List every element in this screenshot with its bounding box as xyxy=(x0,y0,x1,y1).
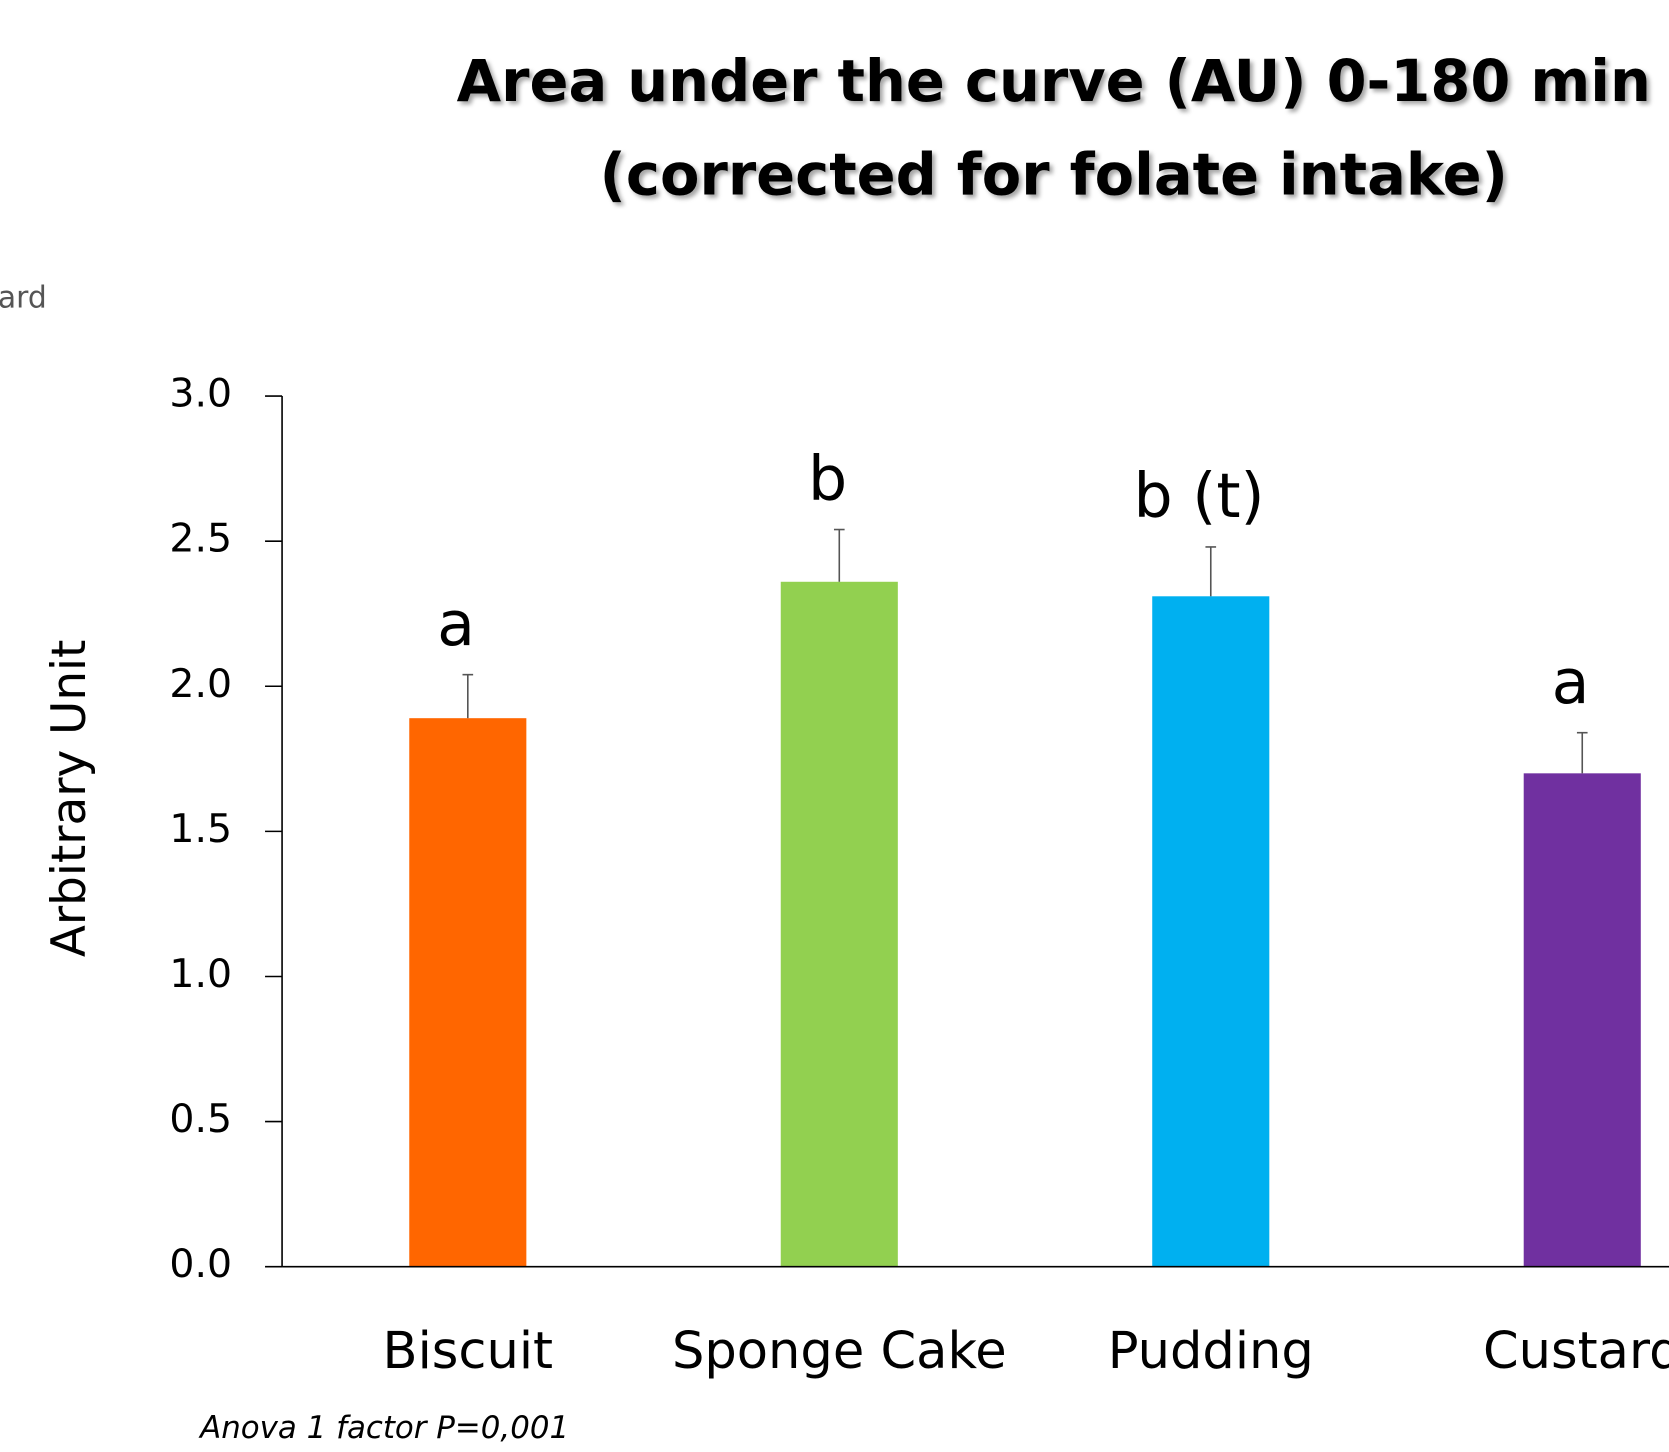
x-tick-label: Sponge Cake xyxy=(672,1322,1007,1381)
x-tick-label: Custard xyxy=(1483,1322,1669,1381)
y-axis-label: Arbitrary Unit xyxy=(43,640,97,958)
annotation: a xyxy=(437,588,475,660)
annotation: b xyxy=(808,443,847,515)
bar xyxy=(1152,596,1270,1267)
y-tick-label: 1.0 xyxy=(169,951,232,997)
annotation: a xyxy=(1552,646,1590,718)
x-tick-label: Pudding xyxy=(1108,1322,1314,1381)
y-tick-label: 2.0 xyxy=(169,661,232,707)
y-tick-label: 0.0 xyxy=(169,1241,232,1287)
annotation: b (t) xyxy=(1133,460,1264,532)
footnote: Anova 1 factor P=0,001 xyxy=(198,1410,569,1446)
chart-title: (corrected for folate intake) xyxy=(600,142,1508,209)
side-text: ard xyxy=(0,281,47,316)
bar xyxy=(780,581,898,1267)
x-tick-label: Biscuit xyxy=(383,1322,554,1381)
y-tick-label: 1.5 xyxy=(169,806,232,852)
bar xyxy=(409,718,527,1267)
chart-title: Area under the curve (AU) 0-180 min xyxy=(457,48,1651,115)
y-tick-label: 3.0 xyxy=(169,371,232,417)
y-tick-label: 2.5 xyxy=(169,516,232,562)
bar xyxy=(1523,773,1641,1267)
y-tick-label: 0.5 xyxy=(169,1096,232,1142)
